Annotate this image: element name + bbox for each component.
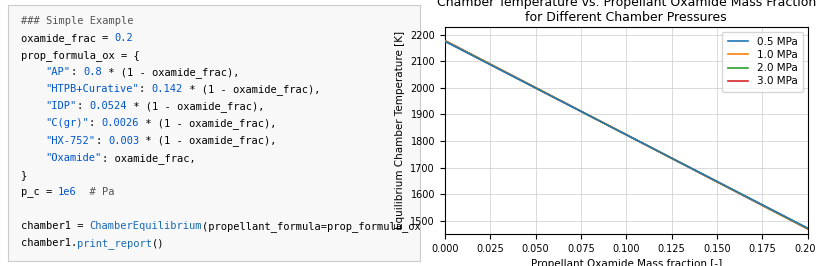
1.0 MPa <box>772 211 782 214</box>
Text: = {: = { <box>121 50 140 60</box>
Text: ChamberEquilibrium: ChamberEquilibrium <box>89 221 202 231</box>
Line: 2.0 MPa: 2.0 MPa <box>445 41 808 229</box>
Text: oxamide_frac: oxamide_frac <box>20 33 102 44</box>
Text: p_c: p_c <box>20 187 46 197</box>
3.0 MPa <box>440 39 450 42</box>
0.5 MPa <box>772 211 782 214</box>
0.5 MPa <box>508 74 517 78</box>
1.0 MPa <box>455 47 464 50</box>
Text: chamber1 =: chamber1 = <box>20 221 89 231</box>
Text: "AP": "AP" <box>46 67 70 77</box>
Line: 1.0 MPa: 1.0 MPa <box>445 41 808 228</box>
3.0 MPa <box>462 50 472 53</box>
0.5 MPa <box>455 47 464 50</box>
Text: * (1 - oxamide_frac),: * (1 - oxamide_frac), <box>183 84 321 95</box>
2.0 MPa <box>455 47 464 50</box>
Text: :: : <box>70 67 83 77</box>
Text: # Pa: # Pa <box>77 187 114 197</box>
Text: 0.0524: 0.0524 <box>89 101 126 111</box>
3.0 MPa <box>803 227 813 231</box>
2.0 MPa <box>440 39 450 42</box>
Text: prop_formula_ox: prop_formula_ox <box>20 50 121 61</box>
Text: (propellant_formula=prop_formula_ox, p_c=p_c): (propellant_formula=prop_formula_ox, p_c… <box>202 221 483 232</box>
1.0 MPa <box>508 74 517 77</box>
3.0 MPa <box>455 47 464 50</box>
Text: "HX-752": "HX-752" <box>46 136 95 146</box>
Text: }: } <box>20 170 27 180</box>
Text: :: : <box>89 118 102 128</box>
Text: chamber1.: chamber1. <box>20 238 77 248</box>
Text: * (1 - oxamide_frac),: * (1 - oxamide_frac), <box>140 136 277 147</box>
2.0 MPa <box>508 74 517 77</box>
Text: 0.142: 0.142 <box>152 84 183 94</box>
Title: Chamber Temperature vs. Propellant Oxamide Mass Fraction
for Different Chamber P: Chamber Temperature vs. Propellant Oxami… <box>437 0 816 24</box>
Text: 0.2: 0.2 <box>114 33 133 43</box>
Text: 0.0026: 0.0026 <box>102 118 140 128</box>
Y-axis label: Equilibrium Chamber Temperature [K]: Equilibrium Chamber Temperature [K] <box>395 31 405 229</box>
Text: :: : <box>95 136 108 146</box>
Text: (): () <box>152 238 164 248</box>
2.0 MPa <box>772 211 782 214</box>
3.0 MPa <box>785 218 795 221</box>
0.5 MPa <box>537 89 547 93</box>
1.0 MPa <box>440 39 450 43</box>
2.0 MPa <box>537 89 547 92</box>
0.5 MPa <box>785 217 795 221</box>
Text: :: : <box>140 84 152 94</box>
1.0 MPa <box>537 89 547 93</box>
Text: * (1 - oxamide_frac),: * (1 - oxamide_frac), <box>102 67 239 78</box>
Text: "HTPB+Curative": "HTPB+Curative" <box>46 84 140 94</box>
Text: =: = <box>46 187 58 197</box>
Line: 0.5 MPa: 0.5 MPa <box>445 41 808 228</box>
Text: : oxamide_frac,: : oxamide_frac, <box>102 153 196 164</box>
Legend: 0.5 MPa, 1.0 MPa, 2.0 MPa, 3.0 MPa: 0.5 MPa, 1.0 MPa, 2.0 MPa, 3.0 MPa <box>722 32 803 92</box>
2.0 MPa <box>785 218 795 221</box>
Text: "IDP": "IDP" <box>46 101 77 111</box>
Text: 1e6: 1e6 <box>58 187 77 197</box>
Line: 3.0 MPa: 3.0 MPa <box>445 40 808 229</box>
Text: print_report: print_report <box>77 238 152 249</box>
1.0 MPa <box>785 218 795 221</box>
0.5 MPa <box>803 227 813 230</box>
3.0 MPa <box>772 211 782 214</box>
1.0 MPa <box>803 227 813 230</box>
X-axis label: Propellant Oxamide Mass fraction [-]: Propellant Oxamide Mass fraction [-] <box>530 259 722 266</box>
Text: =: = <box>102 33 114 43</box>
3.0 MPa <box>537 89 547 92</box>
Text: "C(gr)": "C(gr)" <box>46 118 89 128</box>
3.0 MPa <box>508 74 517 77</box>
0.5 MPa <box>440 40 450 43</box>
Text: * (1 - oxamide_frac),: * (1 - oxamide_frac), <box>126 101 264 112</box>
Text: * (1 - oxamide_frac),: * (1 - oxamide_frac), <box>140 118 277 129</box>
Text: 0.8: 0.8 <box>83 67 102 77</box>
2.0 MPa <box>803 227 813 230</box>
Text: 0.003: 0.003 <box>108 136 140 146</box>
0.5 MPa <box>462 51 472 54</box>
Text: :: : <box>77 101 89 111</box>
1.0 MPa <box>462 51 472 54</box>
2.0 MPa <box>462 51 472 54</box>
Text: "Oxamide": "Oxamide" <box>46 153 102 163</box>
Text: ### Simple Example: ### Simple Example <box>20 15 133 26</box>
